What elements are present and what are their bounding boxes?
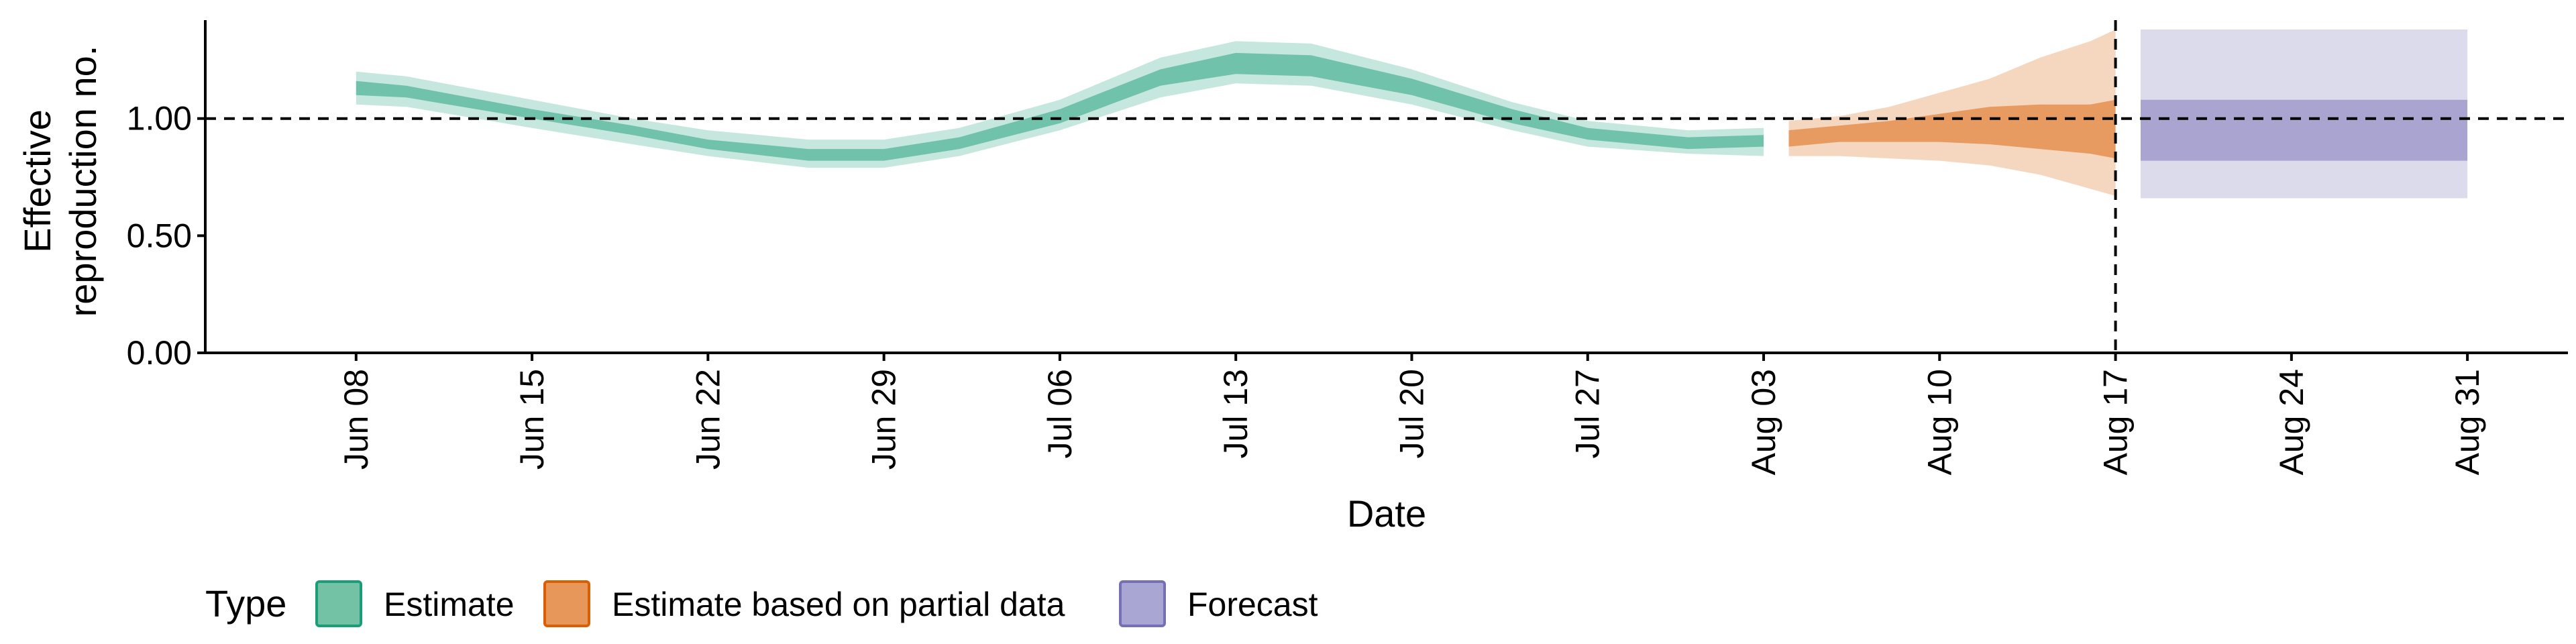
x-tick-label: Jul 27 <box>1569 369 1607 458</box>
y-axis-title-line-2: reproduction no. <box>62 46 104 317</box>
series-estimate <box>356 41 1764 168</box>
x-tick-label: Jul 13 <box>1217 369 1254 458</box>
x-tick-label: Aug 17 <box>2097 369 2135 475</box>
y-axis-title-line-1: Effective <box>16 109 58 253</box>
x-axis-title: Date <box>1347 492 1426 535</box>
x-tick-label: Jun 08 <box>337 369 375 470</box>
legend-item-label: Forecast <box>1187 586 1318 623</box>
axes: 0.00 0.50 1.00 Jun 08 Jun 15 Jun 22 Jun 29 Jul … <box>16 20 2568 535</box>
plot-panel <box>205 20 2568 353</box>
legend-key-swatch <box>1119 580 1166 627</box>
legend-title: Type <box>205 582 286 625</box>
inner-interval-ribbon <box>2141 99 2468 161</box>
inner-interval-ribbon <box>356 52 1764 161</box>
series-forecast <box>2141 30 2468 199</box>
series-estimate-based-on-partial-data <box>1788 30 2116 196</box>
x-tick-label: Jul 06 <box>1041 369 1079 458</box>
legend-item-label: Estimate based on partial data <box>612 586 1065 623</box>
outer-interval-ribbon <box>356 41 1764 168</box>
x-tick-label: Jun 29 <box>865 369 903 470</box>
inner-interval-ribbon <box>1788 99 2116 159</box>
x-tick-label: Jul 20 <box>1393 369 1430 458</box>
x-tick-label: Aug 03 <box>1745 369 1782 475</box>
x-tick-label: Jun 22 <box>689 369 727 470</box>
legend: Type Estimate Estimate based on partial da… <box>205 580 1318 627</box>
y-tick-label: 0.50 <box>127 217 192 254</box>
legend-key-swatch <box>543 580 590 627</box>
x-tick-label: Aug 24 <box>2273 369 2310 475</box>
y-tick-label: 0.00 <box>127 334 192 372</box>
legend-item-label: Estimate <box>384 586 515 623</box>
x-tick-label: Aug 10 <box>1921 369 1958 475</box>
y-tick-label: 1.00 <box>127 100 192 138</box>
x-tick-label: Jun 15 <box>513 369 551 470</box>
x-tick-label: Aug 31 <box>2449 369 2486 475</box>
legend-key-swatch <box>315 580 362 627</box>
